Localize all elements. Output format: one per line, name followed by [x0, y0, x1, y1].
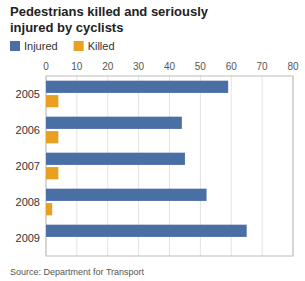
x-tick-label: 50: [195, 61, 207, 72]
bar: [46, 95, 58, 107]
title: Pedestrians killed and seriouslyinjured …: [10, 4, 209, 35]
bar: [46, 167, 58, 179]
x-tick-label: 40: [164, 61, 176, 72]
bar: [46, 203, 52, 215]
bar: [46, 131, 58, 143]
x-tick-label: 80: [287, 61, 299, 72]
legend: Injured Killed: [10, 40, 115, 52]
bar: [46, 189, 207, 201]
bar: [46, 153, 185, 165]
bar: [46, 117, 182, 129]
bar: [46, 225, 247, 237]
x-tick-label: 60: [226, 61, 238, 72]
plot-frame: [46, 76, 293, 256]
y-tick-label: 2008: [16, 196, 40, 208]
legend-label: Injured: [24, 40, 58, 52]
x-tick-label: 10: [71, 61, 83, 72]
bars: [46, 81, 247, 237]
x-tick-label: 70: [257, 61, 269, 72]
x-tick-label: 0: [43, 61, 49, 72]
x-tick-label: 30: [133, 61, 145, 72]
title-line: injured by cyclists: [10, 20, 123, 35]
legend-swatch: [74, 41, 84, 51]
y-tick-label: 2009: [16, 232, 40, 244]
x-tick-label: 20: [102, 61, 114, 72]
chart-container: Pedestrians killed and seriouslyinjured …: [0, 0, 305, 281]
y-tick-label: 2006: [16, 124, 40, 136]
grid: [46, 76, 293, 256]
bar: [46, 239, 47, 251]
grid-line: [262, 76, 263, 256]
y-tick-label: 2007: [16, 160, 40, 172]
legend-label: Killed: [88, 40, 115, 52]
bar: [46, 81, 228, 93]
chart-svg: Pedestrians killed and seriouslyinjured …: [0, 0, 305, 281]
legend-swatch: [10, 41, 20, 51]
annotation: Source: Department for Transport: [10, 267, 145, 277]
y-tick-label: 2005: [16, 88, 40, 100]
title-line: Pedestrians killed and seriously: [10, 4, 209, 19]
